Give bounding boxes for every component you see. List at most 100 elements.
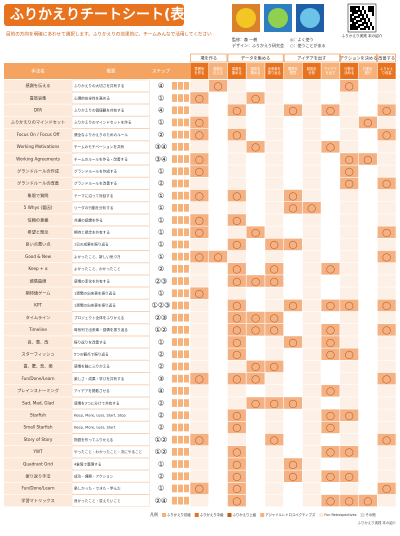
qr-cell <box>354 26 356 28</box>
desc-cell <box>71 360 150 373</box>
mark-cell <box>321 348 340 360</box>
mark: ◯ <box>345 496 354 505</box>
mark-cell <box>321 446 340 458</box>
mark-cell <box>340 92 359 104</box>
mark-cell <box>190 324 209 336</box>
level-box <box>184 484 189 493</box>
level-box <box>172 179 177 188</box>
qr-caption: ふりかえり実践 本の紹介 <box>342 33 383 38</box>
desc-cell <box>71 482 150 495</box>
mark-cell <box>283 482 303 495</box>
qr-cell <box>356 22 358 24</box>
mark-cell <box>190 202 209 214</box>
mark: ◯ <box>326 350 335 359</box>
legend-swatch <box>162 513 166 517</box>
mark-cell <box>209 470 228 482</box>
step: ①② <box>155 436 168 444</box>
level-box <box>184 435 189 444</box>
mark-cell <box>265 336 284 348</box>
mark-cell <box>321 141 340 153</box>
level-box <box>172 301 177 310</box>
mark-cell <box>246 360 265 373</box>
mark-cell <box>302 165 321 177</box>
mark: ◯ <box>270 265 279 274</box>
mark-cell <box>377 165 396 177</box>
technique-name: YWT <box>32 449 43 454</box>
name-cell <box>4 336 72 348</box>
mark: ◯ <box>345 155 354 164</box>
technique-name: タイムライン <box>26 314 51 321</box>
mark-cell <box>302 238 321 251</box>
mark-cell <box>190 214 209 226</box>
qr-cell <box>358 14 360 16</box>
mark: ◯ <box>195 167 204 176</box>
mark-cell <box>321 421 340 434</box>
mark-cell <box>190 128 209 141</box>
mark-cell <box>358 92 377 104</box>
mark-cell <box>265 433 284 446</box>
qr-cell <box>350 8 352 10</box>
mark-cell <box>246 80 265 92</box>
mark: ◯ <box>232 216 241 225</box>
mark-cell <box>209 104 228 116</box>
qr-cell <box>352 24 354 26</box>
mark-cell <box>377 214 396 226</box>
qr-cell <box>356 16 358 18</box>
level-box <box>178 167 183 176</box>
qr-cell <box>354 8 356 10</box>
qr-cell <box>352 28 354 30</box>
qr-cell <box>356 12 358 14</box>
technique-desc: 共通の認識を作る <box>74 217 103 222</box>
mark-cell <box>190 92 209 104</box>
mark-cell <box>358 482 377 495</box>
level-box <box>178 94 183 102</box>
mark-cell <box>377 226 396 238</box>
icon <box>268 8 288 28</box>
level-box <box>178 155 183 163</box>
mark: ◯ <box>251 399 260 408</box>
mark-cell <box>246 446 265 458</box>
step: ①② <box>155 326 168 334</box>
mark-cell <box>302 397 321 409</box>
desc-cell <box>71 275 150 288</box>
mark-cell <box>246 116 265 129</box>
level-box <box>178 399 183 407</box>
mark-cell <box>302 360 321 373</box>
mark-cell <box>209 141 228 153</box>
qr-cell <box>358 16 360 18</box>
mark: ◯ <box>195 155 204 164</box>
mark: ◯ <box>326 448 335 457</box>
mark-cell <box>340 385 359 397</box>
name-cell <box>4 92 72 104</box>
mark-cell <box>265 141 284 153</box>
level-box <box>184 374 189 383</box>
level-box <box>184 362 189 371</box>
level-box <box>178 179 183 188</box>
qr-cell <box>358 10 360 12</box>
mark-cell <box>227 433 246 446</box>
mark: ◯ <box>270 326 279 335</box>
mark-cell <box>321 385 340 397</box>
level-box <box>178 143 183 151</box>
level-box <box>184 179 189 188</box>
mark-cell <box>321 372 340 385</box>
step: ② <box>158 424 164 432</box>
mark-cell <box>209 238 228 251</box>
name-cell <box>4 409 72 421</box>
qr-cell <box>372 12 374 14</box>
mark-cell <box>321 80 340 92</box>
technique-desc: ふりかえりのマインドセットを作る <box>74 120 132 125</box>
mark-cell <box>209 348 228 360</box>
mark-cell <box>190 287 209 299</box>
mark-cell <box>358 153 377 165</box>
qr-cell <box>356 26 358 28</box>
desc-cell <box>71 336 150 349</box>
name-cell <box>4 80 72 92</box>
desc-cell <box>71 201 150 214</box>
mark: ◯ <box>251 313 260 322</box>
mark-cell <box>283 202 303 214</box>
group-header-cell <box>377 53 396 63</box>
mark: ◯ <box>232 130 241 139</box>
qr-cell <box>358 20 360 22</box>
mark-cell <box>209 421 228 434</box>
